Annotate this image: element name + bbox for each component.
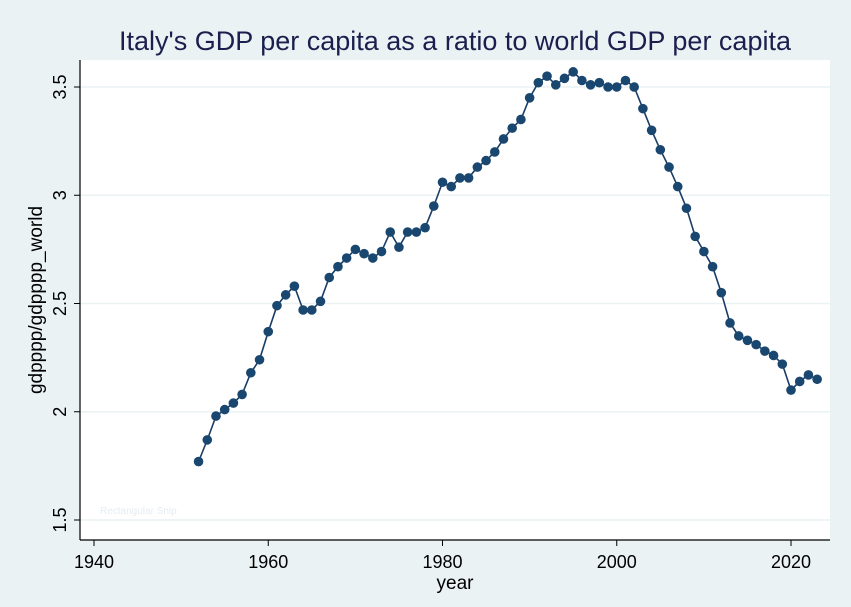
data-point (211, 411, 221, 421)
x-tick-label: 1980 (422, 552, 462, 572)
data-point (385, 227, 396, 237)
data-point (777, 359, 788, 369)
data-point (620, 75, 631, 86)
data-point (768, 350, 779, 361)
data-point (533, 77, 544, 88)
data-point (463, 173, 474, 183)
data-point (437, 177, 448, 188)
data-point (333, 261, 343, 272)
data-point (742, 335, 753, 346)
y-tick-label: 2 (50, 407, 70, 417)
data-point (237, 389, 247, 400)
data-point (629, 82, 639, 92)
data-point (254, 354, 265, 365)
y-axis-ticks: 1.5 2 2.5 3 3.5 (50, 74, 80, 533)
data-point (507, 123, 517, 133)
data-point (690, 231, 700, 242)
data-point (638, 103, 648, 114)
data-point (341, 253, 352, 263)
data-point (716, 287, 727, 298)
y-axis-title: gdpppp/gdpppp_world (26, 206, 47, 394)
x-tick-label: 1940 (74, 552, 114, 572)
data-point (559, 73, 570, 84)
data-point (324, 272, 335, 283)
data-point (359, 248, 369, 259)
series (193, 67, 822, 467)
data-point (550, 80, 561, 90)
data-point (655, 144, 666, 155)
data-point (812, 374, 822, 385)
data-point (681, 203, 692, 214)
data-point (420, 222, 430, 233)
y-tick-label: 2.5 (50, 291, 70, 316)
data-point (455, 173, 465, 183)
x-tick-label: 1960 (248, 552, 288, 572)
data-point (585, 80, 596, 90)
data-point (664, 162, 674, 172)
data-point (280, 290, 291, 300)
data-point (516, 114, 526, 125)
data-point (202, 435, 213, 445)
data-point (350, 244, 361, 255)
gridlines (80, 86, 830, 521)
data-point (298, 305, 308, 315)
x-tick-label: 2020 (771, 552, 811, 572)
watermark-text: Rectangular Snip (100, 506, 177, 517)
y-tick-label: 3.5 (50, 74, 70, 99)
data-point (307, 305, 317, 315)
chart-title: Italy's GDP per capita as a ratio to wor… (119, 26, 792, 56)
data-point (786, 385, 796, 395)
data-point (577, 75, 587, 86)
data-point (315, 296, 326, 307)
data-point (524, 93, 535, 103)
y-tick-label: 3 (50, 190, 70, 200)
data-point (446, 181, 457, 192)
data-point (428, 201, 439, 211)
data-point (594, 77, 605, 88)
data-point (489, 147, 500, 157)
data-point (219, 404, 230, 415)
data-point (368, 253, 378, 263)
data-point (803, 370, 814, 380)
data-point (794, 376, 805, 387)
data-point (672, 181, 683, 192)
data-point (402, 227, 413, 237)
data-point (394, 242, 404, 253)
y-tick-label: 1.5 (50, 507, 70, 532)
data-point (481, 155, 491, 166)
data-point (263, 326, 274, 337)
x-axis-ticks: 1940 1960 1980 2000 2020 (74, 540, 811, 572)
data-point (246, 367, 256, 378)
data-point (498, 134, 509, 144)
data-point (411, 227, 422, 237)
data-point (751, 339, 761, 350)
data-point (568, 67, 578, 77)
data-point (733, 331, 744, 341)
data-point (611, 82, 622, 92)
data-point (646, 125, 657, 136)
x-tick-label: 2000 (597, 552, 637, 572)
data-point (228, 398, 239, 408)
data-point (376, 246, 387, 257)
data-point (193, 456, 204, 467)
data-point (603, 82, 613, 92)
data-point (272, 300, 282, 311)
x-axis-title: year (437, 573, 475, 594)
data-point (542, 71, 552, 81)
data-point (699, 246, 709, 257)
data-point (472, 162, 483, 172)
data-point (760, 346, 770, 356)
data-point (707, 261, 718, 272)
plot-area (80, 60, 830, 540)
data-point (289, 281, 300, 291)
data-point (725, 318, 735, 328)
